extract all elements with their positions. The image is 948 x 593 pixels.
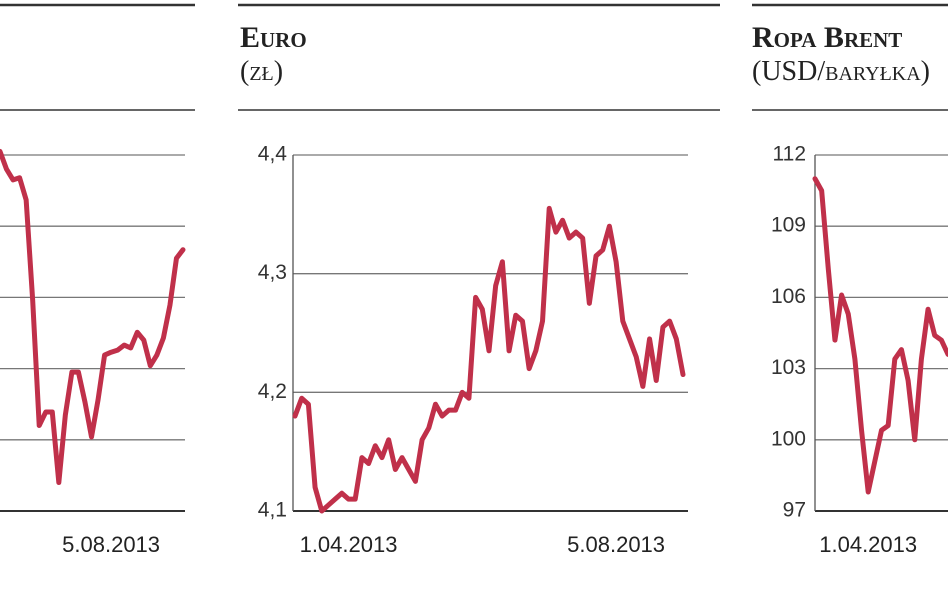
y-tick-label: 4,4	[258, 143, 288, 166]
x-tick-label: 5.08.2013	[567, 532, 665, 557]
chart-title: Ropa Brent	[752, 21, 902, 54]
data-line	[812, 176, 948, 495]
data-line	[0, 148, 186, 486]
data-line	[292, 205, 686, 514]
y-tick-label: 4,3	[258, 261, 287, 284]
y-tick-label: 112	[773, 143, 806, 166]
y-tick-label: 103	[771, 356, 806, 379]
chart-title: Euro	[240, 21, 307, 54]
x-tick-label: 1.04.2013	[819, 532, 917, 557]
y-tick-label: 97	[783, 499, 806, 522]
y-tick-label: 100	[771, 427, 806, 450]
chart-subtitle: (USD/baryłka)	[752, 56, 930, 87]
x-tick-label: 5.08.2013	[62, 532, 160, 557]
y-tick-label: 106	[771, 285, 806, 308]
x-tick-label: 1.04.2013	[300, 532, 398, 557]
y-tick-label: 4,1	[258, 499, 287, 522]
chart-subtitle: (zł)	[240, 56, 283, 87]
y-tick-label: 4,2	[258, 380, 287, 403]
y-tick-label: 109	[771, 214, 806, 237]
